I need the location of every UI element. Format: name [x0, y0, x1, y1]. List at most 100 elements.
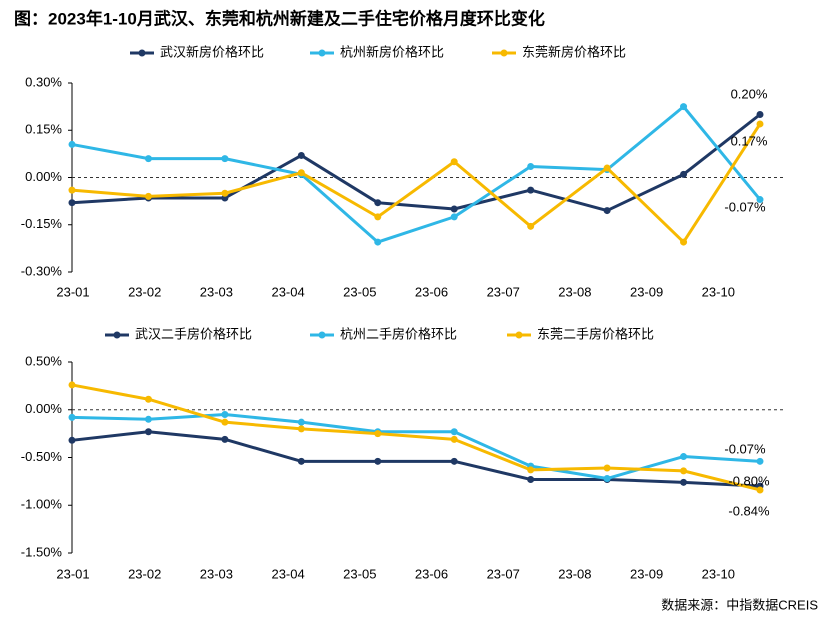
series-line — [71, 413, 761, 481]
point — [756, 457, 764, 465]
point — [144, 192, 152, 200]
x-tick-label: 23-09 — [630, 566, 663, 581]
point — [374, 430, 382, 438]
annotation: -0.80% — [728, 473, 770, 488]
x-tick-label: 23-04 — [271, 284, 304, 299]
legend-dot — [500, 49, 508, 57]
point — [221, 155, 229, 163]
point — [221, 418, 229, 426]
legend-dot — [515, 331, 523, 339]
point — [374, 213, 382, 221]
value-label: -0.07% — [724, 199, 766, 214]
point — [450, 213, 458, 221]
y-tick-label: -0.30% — [21, 263, 63, 278]
point — [297, 457, 305, 465]
point — [450, 457, 458, 465]
point — [680, 453, 688, 461]
point — [603, 475, 611, 483]
x-tick-label: 23-06 — [415, 284, 448, 299]
x-tick-label: 23-05 — [343, 566, 376, 581]
point — [450, 428, 458, 436]
legend-dot — [318, 49, 326, 57]
series-line — [71, 430, 761, 488]
y-tick-label: 0.15% — [25, 122, 62, 137]
point — [527, 162, 535, 170]
point — [297, 151, 305, 159]
legend-label: 武汉二手房价格环比 — [135, 326, 252, 341]
x-tick-label: 23-02 — [128, 566, 161, 581]
point — [603, 164, 611, 172]
point — [144, 415, 152, 423]
value-label: 0.20% — [731, 86, 768, 101]
y-tick-label: 0.30% — [25, 74, 62, 89]
y-tick-label: -1.50% — [21, 544, 63, 559]
legend-label: 杭州新房价格环比 — [340, 44, 444, 59]
legend-label: 东莞新房价格环比 — [522, 44, 626, 59]
point — [297, 418, 305, 426]
y-tick-label: 0.50% — [25, 353, 62, 368]
x-tick-label: 23-07 — [487, 284, 520, 299]
point — [680, 103, 688, 111]
point — [144, 395, 152, 403]
point — [450, 205, 458, 213]
point — [144, 428, 152, 436]
x-tick-label: 23-03 — [200, 566, 233, 581]
series-line — [71, 123, 762, 244]
legend-dot — [318, 331, 326, 339]
point — [68, 413, 76, 421]
x-tick-label: 23-02 — [128, 284, 161, 299]
point — [68, 199, 76, 207]
point — [527, 222, 535, 230]
source-note: 数据来源：中指数据CREIS — [661, 597, 818, 612]
point — [603, 464, 611, 472]
x-tick-label: 23-03 — [200, 284, 233, 299]
point — [374, 199, 382, 207]
y-tick-label: -0.50% — [21, 449, 63, 464]
legend-dot — [113, 331, 121, 339]
series-line — [71, 113, 761, 213]
point — [680, 478, 688, 486]
point — [221, 411, 229, 419]
legend-label: 武汉新房价格环比 — [160, 44, 264, 59]
y-tick-label: 0.00% — [25, 401, 62, 416]
point — [68, 381, 76, 389]
value-label: 0.17% — [731, 133, 768, 148]
point — [68, 140, 76, 148]
point — [450, 158, 458, 166]
x-tick-label: 23-08 — [558, 284, 591, 299]
point — [68, 186, 76, 194]
point — [527, 475, 535, 483]
point — [756, 196, 764, 204]
legend-dot — [138, 49, 146, 57]
point — [756, 120, 764, 128]
point — [144, 155, 152, 163]
point — [527, 466, 535, 474]
annotation: -0.07% — [724, 441, 766, 456]
y-tick-label: -0.15% — [21, 216, 63, 231]
point — [756, 111, 764, 118]
point — [527, 186, 535, 194]
point — [756, 486, 764, 494]
x-tick-label: 23-04 — [271, 566, 304, 581]
point — [374, 457, 382, 465]
point — [680, 238, 688, 246]
x-tick-label: 23-01 — [56, 284, 89, 299]
point — [297, 169, 305, 177]
x-tick-label: 23-07 — [487, 566, 520, 581]
legend-label: 东莞二手房价格环比 — [537, 326, 654, 341]
chart-title: 图：2023年1-10月武汉、东莞和杭州新建及二手住宅价格月度环比变化 — [14, 8, 545, 28]
x-tick-label: 23-05 — [343, 284, 376, 299]
point — [221, 435, 229, 443]
point — [603, 207, 611, 215]
x-tick-label: 23-01 — [56, 566, 89, 581]
x-tick-label: 23-06 — [415, 566, 448, 581]
y-tick-label: 0.00% — [25, 169, 62, 184]
x-tick-label: 23-08 — [558, 566, 591, 581]
y-tick-label: -1.00% — [21, 497, 63, 512]
series-line — [71, 383, 761, 492]
x-tick-label: 23-10 — [702, 566, 735, 581]
point — [374, 238, 382, 246]
x-tick-label: 23-10 — [702, 284, 735, 299]
point — [450, 435, 458, 443]
